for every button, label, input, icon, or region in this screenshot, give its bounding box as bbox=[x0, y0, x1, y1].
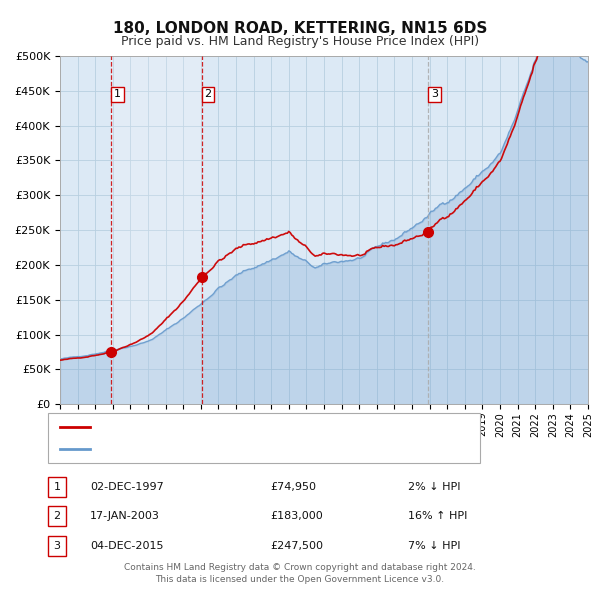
Text: 2: 2 bbox=[53, 512, 61, 521]
Text: 3: 3 bbox=[431, 89, 438, 99]
Text: 2: 2 bbox=[205, 89, 211, 99]
Text: 180, LONDON ROAD, KETTERING, NN15 6DS: 180, LONDON ROAD, KETTERING, NN15 6DS bbox=[113, 21, 487, 35]
Text: £247,500: £247,500 bbox=[270, 541, 323, 550]
Text: 7% ↓ HPI: 7% ↓ HPI bbox=[408, 541, 461, 550]
Text: 02-DEC-1997: 02-DEC-1997 bbox=[90, 482, 164, 491]
Text: 3: 3 bbox=[53, 541, 61, 550]
Text: This data is licensed under the Open Government Licence v3.0.: This data is licensed under the Open Gov… bbox=[155, 575, 445, 584]
Text: 17-JAN-2003: 17-JAN-2003 bbox=[90, 512, 160, 521]
Text: 180, LONDON ROAD, KETTERING, NN15 6DS (detached house): 180, LONDON ROAD, KETTERING, NN15 6DS (d… bbox=[96, 422, 421, 432]
Text: 04-DEC-2015: 04-DEC-2015 bbox=[90, 541, 163, 550]
Text: HPI: Average price, detached house, North Northamptonshire: HPI: Average price, detached house, Nort… bbox=[96, 444, 416, 454]
Text: 1: 1 bbox=[114, 89, 121, 99]
Text: £183,000: £183,000 bbox=[270, 512, 323, 521]
Text: Price paid vs. HM Land Registry's House Price Index (HPI): Price paid vs. HM Land Registry's House … bbox=[121, 35, 479, 48]
Bar bbox=[112, 56, 202, 404]
Text: £74,950: £74,950 bbox=[270, 482, 316, 491]
Text: 1: 1 bbox=[53, 482, 61, 491]
Text: 2% ↓ HPI: 2% ↓ HPI bbox=[408, 482, 461, 491]
Text: Contains HM Land Registry data © Crown copyright and database right 2024.: Contains HM Land Registry data © Crown c… bbox=[124, 563, 476, 572]
Text: 16% ↑ HPI: 16% ↑ HPI bbox=[408, 512, 467, 521]
